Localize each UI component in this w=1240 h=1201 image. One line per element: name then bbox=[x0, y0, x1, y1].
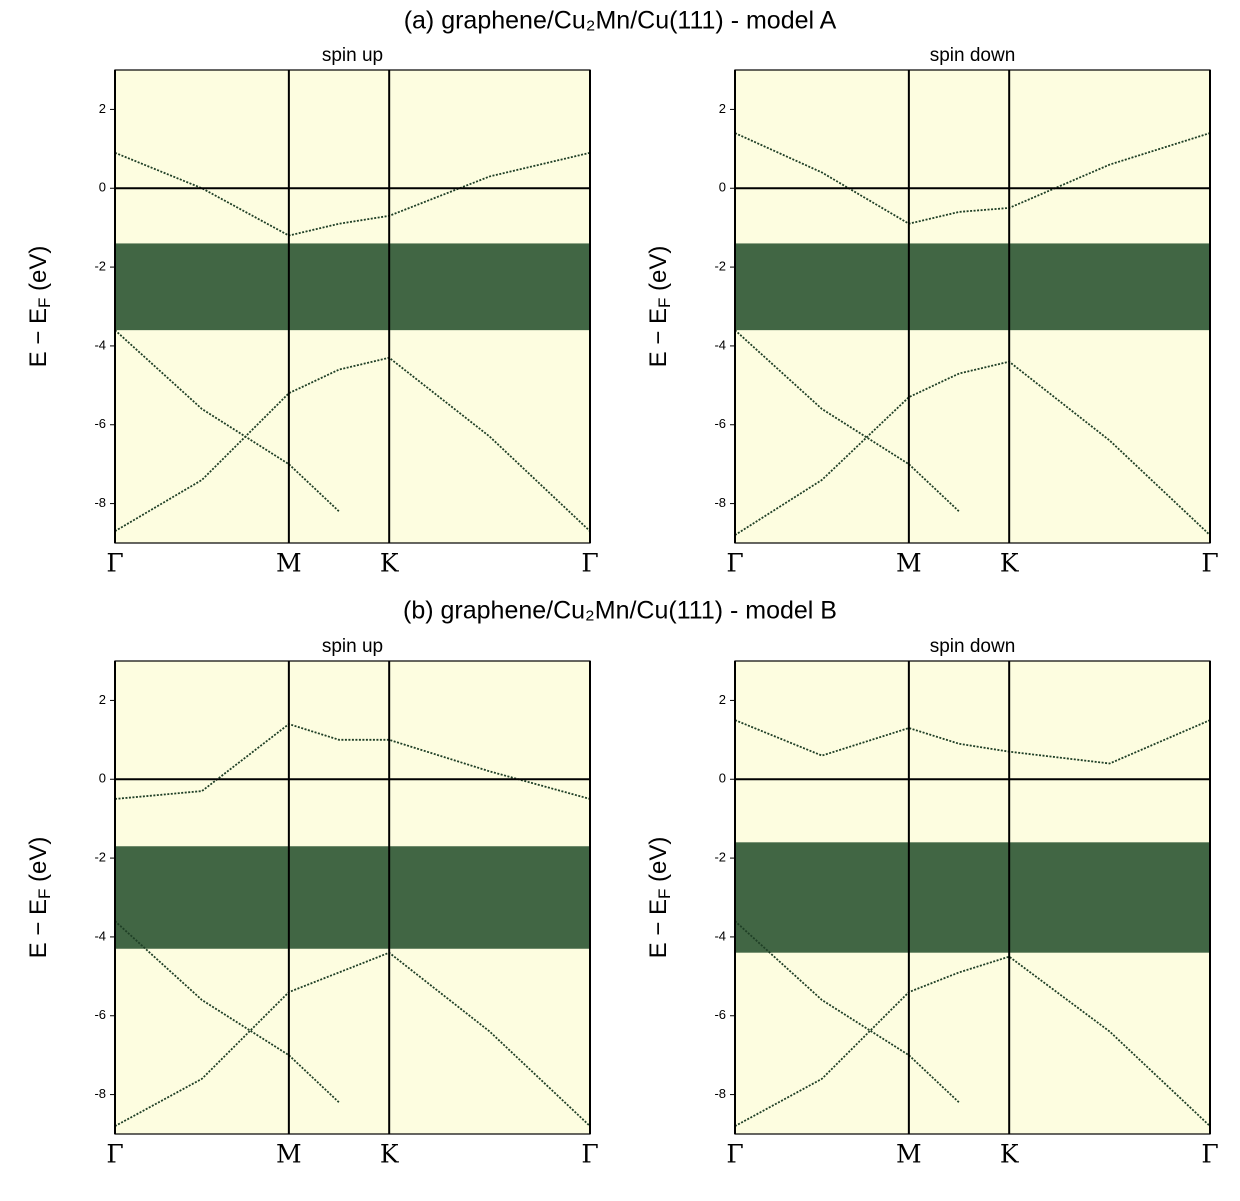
y-label-part: E − E bbox=[25, 308, 52, 367]
x-tick-label: Γ bbox=[1201, 549, 1218, 578]
band-line bbox=[115, 151, 590, 237]
plot-frame bbox=[114, 69, 591, 544]
y-label-part: (eV) bbox=[645, 246, 672, 298]
panel-title: spin up bbox=[322, 636, 383, 657]
y-tick-label: -4 bbox=[94, 928, 106, 943]
y-tick-label: -4 bbox=[714, 928, 726, 943]
y-label-part: E − E bbox=[645, 308, 672, 367]
band-line bbox=[115, 951, 590, 1127]
d-band bbox=[115, 243, 590, 331]
y-tick-label: 0 bbox=[719, 180, 726, 195]
y-label-part: (eV) bbox=[25, 246, 52, 298]
y-label-sub: F bbox=[35, 298, 54, 308]
x-tick-label: K bbox=[1000, 1140, 1020, 1169]
y-tick-label: 0 bbox=[99, 771, 106, 786]
y-tick-label: -6 bbox=[714, 1007, 726, 1022]
d-band bbox=[115, 846, 590, 949]
panel-title: spin down bbox=[930, 45, 1016, 66]
band-line bbox=[735, 719, 1210, 765]
x-tick-label: K bbox=[1000, 549, 1020, 578]
y-label-part: (eV) bbox=[645, 837, 672, 889]
y-tick-label: -8 bbox=[714, 1086, 726, 1101]
plot-frame bbox=[734, 69, 1211, 544]
y-label-part: (eV) bbox=[25, 837, 52, 889]
y-tick-label: -4 bbox=[94, 337, 106, 352]
y-axis-label: E − EF (eV) bbox=[25, 246, 54, 368]
plot-area bbox=[735, 719, 1210, 1127]
plot-area bbox=[115, 723, 590, 1127]
x-tick-label: M bbox=[276, 549, 302, 578]
band-line bbox=[735, 132, 1210, 225]
y-tick-label: -2 bbox=[94, 850, 106, 865]
panel: Γ M K Γ -8 -6 -4 -2 0 2 spin up E − EF (eV) bbox=[25, 45, 598, 577]
band-line bbox=[735, 955, 1210, 1127]
band-line bbox=[735, 360, 1210, 536]
y-axis-label: E − EF (eV) bbox=[645, 246, 674, 368]
x-tick-label: M bbox=[896, 1140, 922, 1169]
plot-area bbox=[735, 132, 1210, 536]
y-label-sub: F bbox=[655, 889, 674, 899]
x-tick-label: Γ bbox=[726, 549, 743, 578]
y-tick-label: -6 bbox=[714, 416, 726, 431]
y-tick-label: -8 bbox=[94, 1086, 106, 1101]
y-label-part: E − E bbox=[25, 899, 52, 958]
d-band bbox=[735, 243, 1210, 331]
y-tick-label: -8 bbox=[94, 495, 106, 510]
x-tick-label: Γ bbox=[106, 549, 123, 578]
y-label-sub: F bbox=[35, 889, 54, 899]
x-tick-label: Γ bbox=[581, 1140, 598, 1169]
x-tick-label: M bbox=[896, 549, 922, 578]
y-tick-label: 0 bbox=[99, 180, 106, 195]
y-tick-label: -6 bbox=[94, 1007, 106, 1022]
y-tick-label: 2 bbox=[719, 101, 726, 116]
y-tick-label: -4 bbox=[714, 337, 726, 352]
y-label-sub: F bbox=[655, 298, 674, 308]
x-tick-label: M bbox=[276, 1140, 302, 1169]
y-axis-label: E − EF (eV) bbox=[645, 837, 674, 959]
row-title: (b) graphene/Cu₂Mn/Cu(111) - model B bbox=[403, 597, 837, 625]
y-axis-label: E − EF (eV) bbox=[25, 837, 54, 959]
band-line bbox=[735, 329, 960, 513]
band-line bbox=[735, 920, 960, 1104]
panel: Γ M K Γ -8 -6 -4 -2 0 2 spin up E − EF (eV) bbox=[25, 636, 598, 1168]
d-band bbox=[735, 842, 1210, 953]
panel-title: spin up bbox=[322, 45, 383, 66]
panel-title: spin down bbox=[930, 636, 1016, 657]
row-title: (a) graphene/Cu₂Mn/Cu(111) - model A bbox=[404, 7, 837, 35]
x-tick-label: Γ bbox=[1201, 1140, 1218, 1169]
band-line bbox=[115, 723, 590, 800]
y-tick-label: -2 bbox=[714, 850, 726, 865]
y-tick-label: -2 bbox=[94, 259, 106, 274]
y-tick-label: 2 bbox=[99, 692, 106, 707]
y-label-part: E − E bbox=[645, 899, 672, 958]
x-tick-label: Γ bbox=[581, 549, 598, 578]
x-tick-label: K bbox=[380, 1140, 400, 1169]
plot-area bbox=[115, 151, 590, 532]
y-tick-label: 2 bbox=[99, 101, 106, 116]
plot-frame bbox=[114, 660, 591, 1135]
x-tick-label: K bbox=[380, 549, 400, 578]
panel: Γ M K Γ -8 -6 -4 -2 0 2 spin down E − EF (eV) bbox=[645, 636, 1218, 1168]
x-tick-label: Γ bbox=[726, 1140, 743, 1169]
y-tick-label: 2 bbox=[719, 692, 726, 707]
x-tick-label: Γ bbox=[106, 1140, 123, 1169]
panel: Γ M K Γ -8 -6 -4 -2 0 2 spin down E − EF (eV) bbox=[645, 45, 1218, 577]
y-tick-label: 0 bbox=[719, 771, 726, 786]
y-tick-label: -2 bbox=[714, 259, 726, 274]
band-line bbox=[115, 920, 340, 1104]
plot-frame bbox=[734, 660, 1211, 1135]
y-tick-label: -8 bbox=[714, 495, 726, 510]
y-tick-label: -6 bbox=[94, 416, 106, 431]
